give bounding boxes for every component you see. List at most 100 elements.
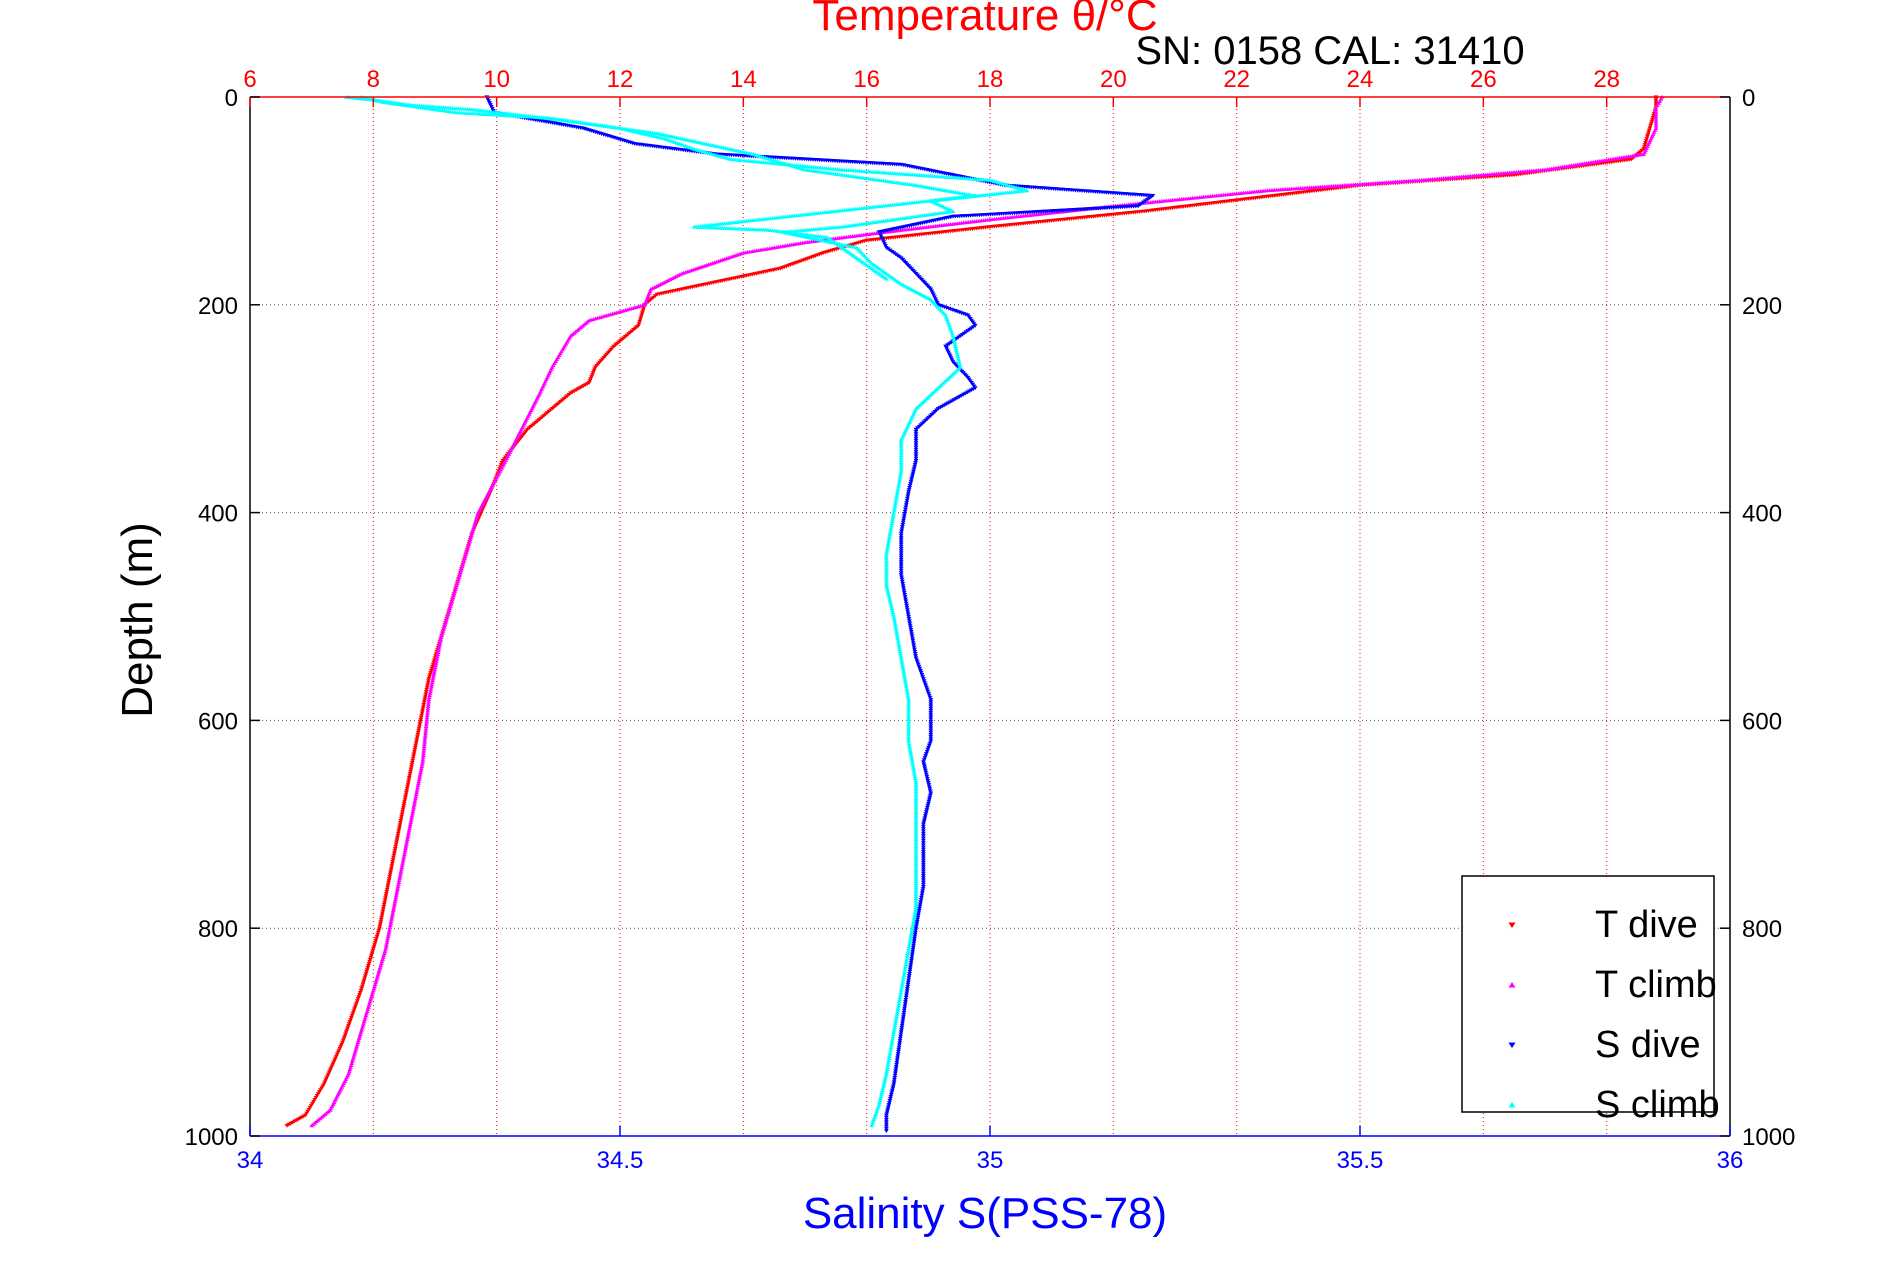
data-point	[928, 287, 934, 292]
data-point	[355, 1040, 361, 1045]
data-point	[922, 766, 928, 771]
data-point	[891, 1029, 897, 1034]
data-point	[438, 635, 444, 639]
data-point	[910, 950, 916, 955]
data-point	[424, 719, 430, 724]
data-point	[928, 726, 934, 731]
data-point	[399, 862, 405, 867]
data-point	[422, 737, 428, 742]
data-point	[904, 957, 910, 962]
data-point	[489, 105, 494, 109]
data-point	[928, 732, 934, 737]
data-point	[899, 527, 905, 532]
data-point	[883, 244, 888, 248]
data-point	[897, 1039, 903, 1043]
data-point	[906, 743, 912, 748]
data-point	[462, 556, 467, 560]
data-point	[1649, 118, 1655, 123]
data-point	[951, 398, 957, 403]
data-point	[422, 735, 428, 740]
data-point	[374, 975, 380, 980]
data-point	[890, 1086, 896, 1091]
data-point	[400, 860, 406, 865]
data-point	[347, 1020, 353, 1024]
data-point	[418, 766, 424, 771]
data-point	[910, 638, 916, 643]
data-point	[1653, 99, 1659, 104]
data-point	[910, 641, 916, 645]
data-point	[1653, 116, 1659, 121]
data-point	[410, 807, 416, 811]
data-point	[913, 443, 919, 448]
data-point	[888, 601, 894, 606]
data-point	[475, 510, 481, 515]
data-point	[401, 801, 407, 806]
data-point	[923, 770, 929, 775]
data-point	[904, 686, 910, 691]
data-point	[419, 711, 425, 716]
data-point	[368, 955, 374, 960]
data-point	[432, 665, 438, 670]
data-point	[892, 1078, 897, 1082]
data-point	[637, 319, 643, 324]
data-point	[924, 774, 930, 779]
data-point	[414, 739, 419, 744]
data-point	[928, 722, 934, 726]
data-point	[898, 573, 904, 578]
data-point	[434, 656, 440, 661]
data-point	[392, 849, 398, 853]
data-point	[365, 966, 371, 970]
data-point	[898, 564, 904, 569]
data-point	[894, 1012, 900, 1017]
data-point	[347, 1067, 353, 1072]
data-point	[589, 375, 594, 380]
data-point	[923, 751, 929, 756]
data-point	[898, 542, 904, 547]
data-point	[1653, 109, 1659, 114]
data-point	[1653, 101, 1659, 106]
data-point	[1647, 126, 1653, 131]
data-point	[401, 856, 406, 861]
data-point	[915, 662, 921, 667]
data-point	[889, 1090, 895, 1095]
data-point	[899, 984, 905, 988]
data-point	[900, 666, 906, 671]
data-point	[348, 1065, 353, 1070]
data-point	[416, 776, 422, 781]
data-point	[915, 913, 921, 918]
data-point	[911, 916, 917, 921]
data-point	[425, 683, 430, 688]
data-point	[446, 610, 451, 615]
data-point	[922, 814, 928, 819]
data-point	[1645, 132, 1651, 137]
data-point	[906, 714, 911, 719]
data-point	[912, 465, 917, 470]
data-point	[913, 654, 919, 659]
data-point	[304, 1111, 310, 1116]
data-point	[398, 871, 403, 876]
data-point	[897, 647, 903, 651]
data-point	[378, 963, 384, 968]
grid-lines	[250, 97, 1730, 1136]
data-point	[382, 900, 388, 905]
data-point	[890, 1034, 896, 1039]
data-point	[925, 689, 931, 694]
data-point	[884, 585, 890, 590]
data-point	[409, 763, 415, 767]
data-point	[892, 1071, 898, 1076]
data-point	[898, 442, 904, 447]
data-point	[913, 876, 919, 881]
data-point	[895, 488, 901, 493]
data-point	[928, 735, 934, 739]
data-point	[892, 503, 898, 508]
data-point	[910, 924, 915, 929]
data-point	[911, 941, 917, 946]
data-point	[394, 836, 400, 841]
data-point	[378, 920, 384, 924]
data-point	[474, 514, 480, 519]
data-point	[896, 999, 902, 1004]
data-point	[898, 538, 904, 543]
data-point	[903, 682, 909, 686]
data-point	[404, 788, 410, 793]
data-point	[352, 1050, 358, 1055]
